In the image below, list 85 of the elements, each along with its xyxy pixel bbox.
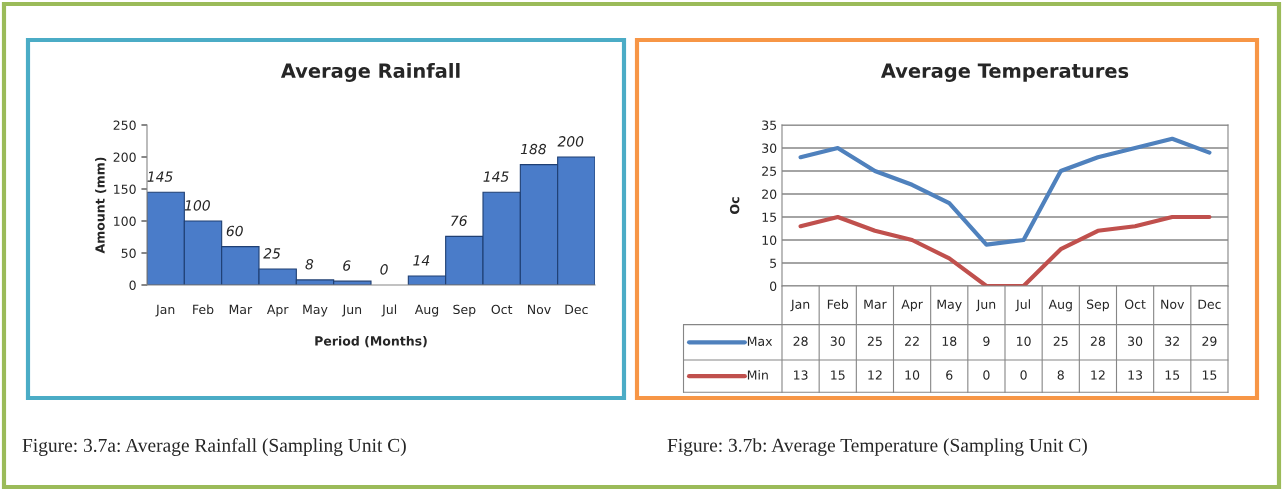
data-label: 25 (1053, 336, 1068, 346)
data-label: 15 (1202, 370, 1217, 380)
data-label: 60 (226, 225, 243, 237)
y-tick-label: 10 (762, 235, 777, 245)
data-label: 8 (305, 259, 314, 270)
data-label: 28 (793, 336, 808, 346)
y-tick-label: 50 (121, 248, 136, 258)
x-tick-label: Jan (790, 299, 810, 312)
x-tick-label: Apr (901, 299, 923, 312)
data-label: 0 (983, 370, 990, 380)
y-tick-label: 25 (762, 166, 777, 176)
data-label: 25 (263, 248, 281, 259)
data-label: 200 (557, 136, 584, 147)
y-axis-title: Amount (mm) (95, 157, 107, 254)
x-tick-label: Sep (1086, 299, 1110, 312)
x-tick-label: Mar (864, 299, 887, 309)
legend-label: Min (747, 370, 768, 380)
x-tick-label: Feb (193, 304, 214, 315)
y-tick-label: 150 (114, 184, 136, 194)
y-axis-title: Oc (729, 197, 740, 214)
y-tick-label: 0 (770, 281, 777, 291)
data-label: 9 (983, 336, 990, 346)
y-tick-label: 250 (113, 120, 136, 130)
y-tick-label: 0 (129, 280, 136, 290)
x-tick-label: Apr (266, 304, 289, 317)
x-tick-label: Nov (528, 304, 551, 315)
data-label: 145 (483, 171, 509, 182)
data-label: 12 (1091, 370, 1105, 380)
data-label: 15 (831, 370, 845, 380)
data-label: 28 (1090, 336, 1106, 346)
x-tick-label: Feb (827, 299, 849, 309)
data-label: 76 (451, 215, 467, 226)
x-tick-label: Dec (1198, 299, 1221, 309)
data-label: 30 (1128, 336, 1143, 346)
x-tick-label: May (937, 299, 962, 312)
x-axis-title: Period (Months) (315, 335, 427, 348)
x-tick-label: Mar (229, 304, 253, 315)
y-tick-label: 20 (762, 189, 777, 199)
x-tick-label: Aug (1048, 299, 1072, 312)
x-tick-label: Nov (1161, 299, 1185, 309)
x-tick-label: Dec (565, 304, 588, 315)
y-tick-label: 200 (113, 152, 136, 162)
x-tick-label: Jun (341, 304, 362, 317)
data-label: 8 (1057, 370, 1064, 380)
legend-label: Max (747, 336, 773, 346)
y-tick-label: 30 (762, 143, 777, 153)
data-label: 25 (867, 336, 882, 346)
chart-title: Average Rainfall (280, 63, 460, 82)
x-tick-label: Sep (453, 304, 476, 317)
x-tick-label: Jul (1015, 299, 1030, 312)
x-tick-label: Jun (976, 299, 996, 312)
data-label: 188 (520, 143, 547, 155)
line-series (798, 214, 1212, 286)
data-label: 32 (1165, 336, 1179, 346)
x-tick-label: Jan (155, 304, 175, 317)
x-tick-label: Aug (414, 304, 439, 317)
data-label: 13 (1128, 370, 1143, 380)
data-label: 15 (1165, 370, 1180, 380)
x-tick-label: Oct (1124, 299, 1146, 309)
chart-title: Average Temperatures (880, 63, 1129, 82)
y-tick-label: 35 (762, 120, 777, 130)
x-tick-label: Jul (381, 304, 397, 317)
data-label: 145 (147, 171, 173, 182)
data-label: 100 (184, 200, 210, 211)
data-label: 22 (905, 336, 919, 346)
y-tick-label: 5 (770, 258, 777, 268)
text: Figure: 3.7a: Average Rainfall (Sampling Unit C) (22, 438, 406, 456)
x-tick-label: May (303, 304, 328, 317)
y-tick-label: 15 (762, 212, 777, 222)
data-label: 10 (905, 370, 920, 380)
data-label: 13 (794, 370, 808, 380)
data-label: 30 (830, 336, 845, 346)
data-label: 6 (343, 260, 351, 271)
data-label: 0 (1020, 370, 1027, 380)
data-label: 18 (942, 336, 957, 346)
data-label: 14 (413, 255, 430, 266)
x-tick-label: Oct (491, 304, 513, 315)
y-tick-label: 100 (114, 216, 136, 226)
line-series (798, 136, 1212, 247)
data-label: 10 (1017, 336, 1031, 346)
text: Figure: 3.7b: Average Temperature (Sampling Unit C) (667, 438, 1087, 456)
data-label: 0 (380, 264, 388, 275)
data-label: 29 (1202, 336, 1217, 346)
data-label: 6 (946, 370, 953, 380)
data-label: 12 (868, 370, 882, 380)
